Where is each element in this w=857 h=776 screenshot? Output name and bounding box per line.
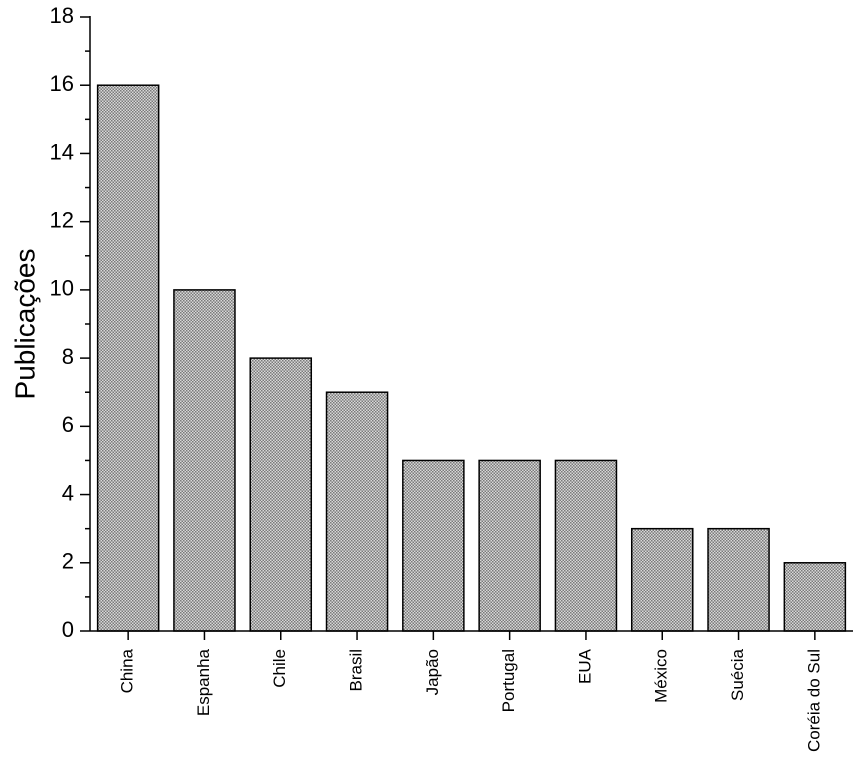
bar — [96, 84, 160, 632]
bar — [783, 562, 847, 632]
x-tick-label: Brasil — [347, 649, 366, 692]
x-tick-label: Espanha — [194, 648, 213, 716]
bar — [630, 527, 694, 632]
x-tick-label: Coréia do Sul — [804, 649, 823, 752]
y-tick-label: 12 — [50, 207, 74, 232]
bar — [402, 459, 465, 632]
x-tick-label: Chile — [270, 649, 289, 688]
x-tick-label: EUA — [575, 648, 594, 684]
y-tick-label: 16 — [50, 71, 74, 96]
y-tick-label: 8 — [62, 344, 74, 369]
x-tick-label: Suécia — [728, 648, 747, 701]
y-tick-label: 4 — [62, 480, 74, 505]
bar — [707, 527, 770, 632]
y-tick-label: 18 — [50, 3, 74, 28]
bar — [173, 289, 236, 632]
bar — [478, 459, 541, 632]
bar — [325, 391, 389, 632]
y-tick-label: 10 — [50, 276, 74, 301]
x-tick-label: Portugal — [499, 649, 518, 712]
y-tick-label: 6 — [62, 412, 74, 437]
bar — [554, 459, 618, 632]
x-tick-label: Japão — [423, 649, 442, 695]
y-tick-label: 14 — [50, 139, 74, 164]
y-axis-title: Publicações — [9, 249, 40, 400]
y-tick-label: 0 — [62, 617, 74, 642]
x-tick-label: China — [118, 648, 137, 693]
bar — [249, 357, 313, 632]
x-tick-label: México — [652, 649, 671, 703]
y-tick-label: 2 — [62, 549, 74, 574]
